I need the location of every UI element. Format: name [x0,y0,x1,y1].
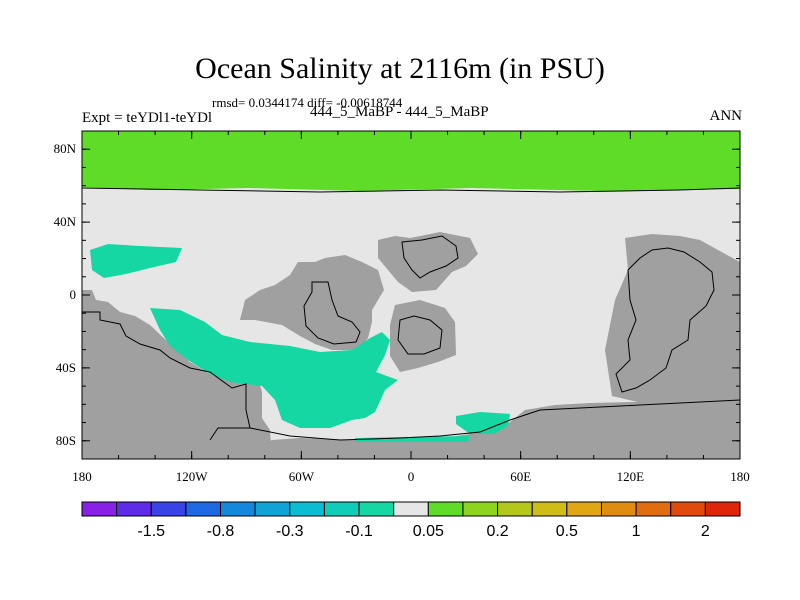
colorbar-swatch [150,501,187,517]
lat-axis: 80N 40N 0 40S 80S [54,130,740,460]
colorbar-label: 2 [701,523,710,540]
colorbar-swatch [81,501,118,517]
colorbar-swatch [393,501,429,517]
lat-tick-label: 80S [56,433,76,448]
lon-tick-label: 120W [176,469,209,484]
colorbar-swatch [600,501,637,517]
colorbar-swatch [220,501,256,517]
coast-americas [82,311,251,441]
land-masses [82,232,740,459]
colorbar: -1.5 -0.8 -0.3 -0.1 0.05 0.2 0.5 1 2 [81,501,741,540]
arctic-positive-band [82,131,740,191]
lon-tick-label: 0 [408,469,415,484]
colorbar-label: 0.5 [556,523,578,540]
coast-arctic [81,187,741,193]
coast-eurasia [401,235,459,279]
lat-tick-label: 80N [54,141,77,156]
lon-tick-label: 60W [289,469,315,484]
coast-africa [303,281,361,345]
lon-tick-label: 180 [730,469,750,484]
colorbar-swatch [670,501,706,517]
colorbar-label: -1.5 [137,523,165,540]
patch-indian-ocean [456,412,510,434]
coast-arabia [397,315,443,355]
land-antarctica [240,396,740,459]
colorbar-label: 0.2 [486,523,508,540]
land-africa [240,255,384,350]
colorbar-label: -0.3 [276,523,304,540]
lat-tick-label: 40N [54,214,77,229]
lon-tick-label: 60E [510,469,531,484]
patch-southern-strip [355,436,470,442]
coast-east [615,247,715,393]
colorbar-label: 1 [632,523,641,540]
lon-tick-label: 180 [72,469,92,484]
patch-south-atlantic [150,308,398,428]
colorbar-label: -0.1 [345,523,373,540]
negative-patches [90,244,510,442]
colorbar-swatch [323,501,360,517]
colorbar-swatch [185,501,222,517]
colorbar-swatch [704,501,741,517]
coastlines [81,187,741,441]
colorbar-swatch [462,501,499,517]
land-east [605,234,740,405]
lon-tick-label: 120E [617,469,645,484]
lat-tick-label: 0 [70,287,77,302]
experiment-label: Expt = teYDl1-teYDl [82,110,213,126]
colorbar-swatch [289,501,325,517]
coast-antarctica [249,399,741,441]
colorbar-swatch [497,501,533,517]
map-panel: 80N 40N 0 40S 80S 180 120W 60W 0 60E 120E 180 [54,130,750,484]
rmsd-diff-stats: rmsd= 0.0344174 diff= -0.00618744 [212,95,403,110]
season-label: ANN [709,108,743,124]
colorbar-swatch [635,501,672,517]
land-americas [82,290,272,459]
plot-title: Ocean Salinity at 2116m (in PSU) [195,52,605,85]
colorbar-swatch [566,501,602,517]
colorbar-swatch [116,501,152,517]
colorbar-label: 0.05 [413,523,444,540]
colorbar-swatch [531,501,568,517]
colorbar-swatch [254,501,291,517]
colorbar-label: -0.8 [207,523,235,540]
lat-tick-label: 40S [56,360,76,375]
patch-north-pacific [90,244,182,278]
case-comparison-label: 444_5_MaBP - 444_5_MaBP [310,104,489,120]
lon-axis: 180 120W 60W 0 60E 120E 180 [72,131,750,484]
colorbar-swatch [358,501,395,517]
colorbar-swatch [427,501,464,517]
